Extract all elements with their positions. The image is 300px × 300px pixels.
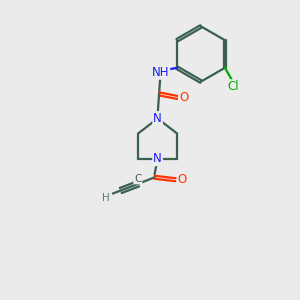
Text: O: O (178, 173, 187, 186)
Text: NH: NH (152, 66, 169, 79)
Text: C: C (134, 173, 142, 184)
Text: N: N (153, 112, 162, 125)
Text: Cl: Cl (227, 80, 239, 93)
Text: N: N (153, 152, 162, 165)
Text: O: O (179, 91, 188, 104)
Text: H: H (102, 193, 110, 203)
